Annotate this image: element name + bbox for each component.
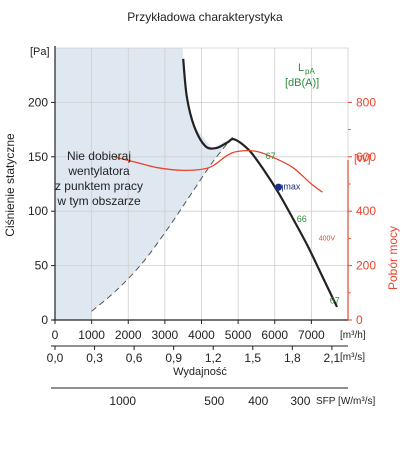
y-left-tick-label: 200 (28, 95, 48, 109)
y-left-label: Ciśnienie statyczne (3, 133, 17, 237)
warning-note: Nie dobieraj wentylatora z punktem pracy… (55, 149, 143, 208)
y-right-tick-label: 0 (356, 313, 363, 327)
x-tick-label: 6000 (261, 328, 288, 342)
note-line: Nie dobieraj (67, 149, 131, 163)
legend-title: L (298, 62, 304, 74)
x2-tick-label: 1,5 (244, 351, 261, 365)
pressure-curve (182, 58, 339, 308)
eta-max-point (274, 183, 283, 191)
x-unit-secondary: [m³/s] (340, 352, 365, 363)
x-tick-label: 4000 (188, 328, 215, 342)
y-right-tick-label: 400 (356, 204, 376, 218)
x-tick-label: 0 (52, 328, 59, 342)
sfp-tick-label: 1000 (109, 394, 136, 408)
grid (55, 47, 349, 320)
sfp-tick-label: 400 (248, 394, 268, 408)
x2-tick-label: 0,0 (47, 351, 64, 365)
legend: L pA [dB(A)] (285, 62, 319, 89)
x-unit-primary: [m³/h] (340, 330, 366, 341)
y-left-tick-label: 100 (28, 204, 48, 218)
x2-tick-label: 0,3 (86, 351, 103, 365)
y-right-label: Pobór mocy (386, 226, 400, 290)
y-left-tick-label: 50 (35, 259, 49, 273)
chart-title: Przykładowa charakterystyka (127, 10, 283, 24)
x2-tick-label: 1,2 (205, 351, 222, 365)
annotation-label: 66 (297, 214, 307, 224)
note-line: w tym obszarze (56, 194, 141, 208)
x2-tick-label: 1,8 (284, 351, 301, 365)
x-tick-label: 3000 (152, 328, 179, 342)
y-left-tick-label: 150 (28, 150, 48, 164)
forbidden-region (55, 48, 233, 320)
boundary-line (91, 136, 234, 312)
x-axis-label: Wydajność (173, 366, 227, 378)
x2-tick-label: 0,6 (126, 351, 143, 365)
x-tick-label: 7000 (298, 328, 325, 342)
x2-tick-label: 0,9 (165, 351, 182, 365)
sfp-tick-label: 300 (290, 394, 310, 408)
annotation-label: 400V (319, 236, 336, 243)
annotation-label: ηmax (278, 181, 301, 191)
annotation-label: 67 (330, 296, 340, 306)
note-line: wentylatora (67, 164, 130, 178)
note-line: z punktem pracy (55, 179, 143, 193)
power-curve (113, 150, 323, 193)
annotation-label: 67 (266, 151, 276, 161)
y-right-unit: [W] (354, 153, 371, 165)
y-right-tick-label: 800 (356, 95, 376, 109)
annotations: 67 66 67 400V ηmax (266, 151, 340, 306)
y-left-unit: [Pa] (30, 46, 50, 58)
x-tick-label: 2000 (115, 328, 142, 342)
legend-unit: [dB(A)] (285, 77, 319, 89)
y-right-tick-label: 600 (356, 150, 376, 164)
x2-tick-label: 2,1 (324, 351, 341, 365)
y-left-tick-label: 0 (41, 313, 48, 327)
sfp-unit: SFP [W/m³/s] (316, 396, 375, 407)
x-tick-label: 5000 (225, 328, 252, 342)
y-right-tick-label: 200 (356, 259, 376, 273)
legend-sub: pA (305, 67, 315, 76)
x-tick-label: 1000 (78, 328, 105, 342)
sfp-tick-label: 500 (204, 394, 224, 408)
